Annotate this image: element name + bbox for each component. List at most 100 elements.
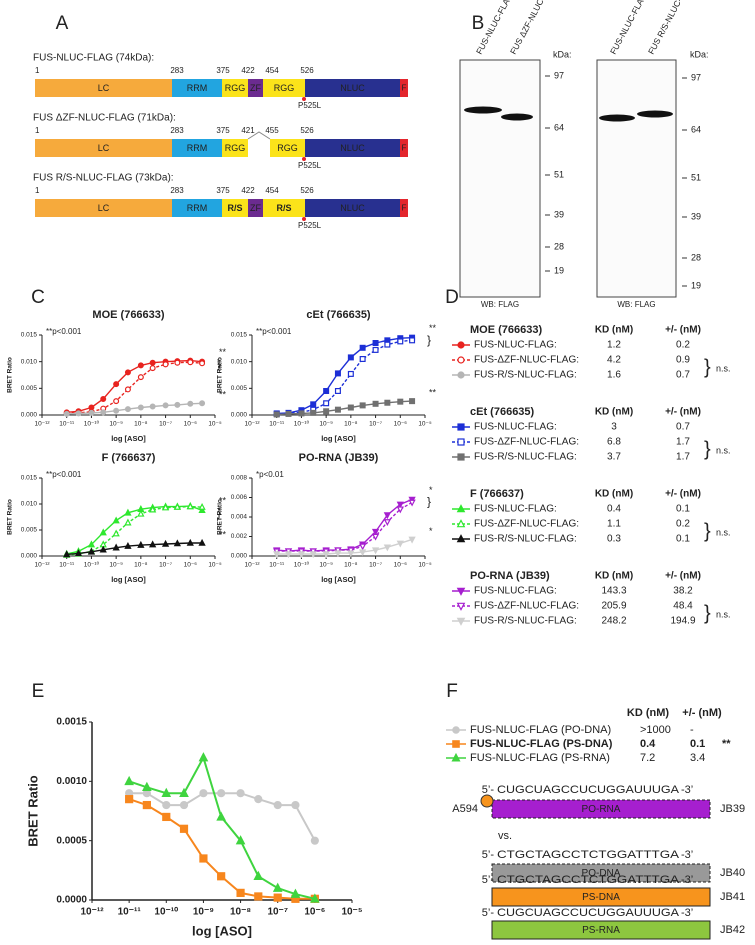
data-point xyxy=(347,370,354,377)
residue-number: 1 xyxy=(35,186,40,195)
data-point xyxy=(372,346,379,353)
data-point xyxy=(285,410,292,417)
data-point xyxy=(161,787,172,797)
blot-caption: WB: FLAG xyxy=(481,300,519,309)
panel-label: E xyxy=(32,681,45,702)
data-point xyxy=(310,893,320,903)
marker-label: 19 xyxy=(691,280,701,290)
y-tick-label: 0.0005 xyxy=(56,835,87,846)
err-value: 0.2 xyxy=(676,519,690,530)
err-value: 0.1 xyxy=(676,534,690,545)
row-name: FUS-NLUC-FLAG (PS-DNA) xyxy=(470,738,613,750)
data-point xyxy=(284,551,293,559)
kd-value: 4.2 xyxy=(607,355,621,366)
legend-marker xyxy=(457,453,465,461)
err-value: 0.2 xyxy=(676,340,690,351)
y-tick-label: 0.000 xyxy=(21,553,38,560)
data-point xyxy=(174,359,181,366)
data-point xyxy=(125,795,134,804)
panel-label: D xyxy=(445,287,459,308)
band xyxy=(501,113,533,121)
data-point xyxy=(137,540,145,548)
brace: } xyxy=(217,505,221,519)
data-point xyxy=(216,811,226,821)
data-point xyxy=(347,550,355,558)
err-header: +/- (nM) xyxy=(665,407,701,418)
five-prime: 5’- xyxy=(482,907,495,919)
err-value: 38.2 xyxy=(673,586,693,597)
x-tick-label: 10⁻¹⁰ xyxy=(154,907,178,918)
err-header: +/- (nM) xyxy=(682,707,722,719)
kd-value: 6.8 xyxy=(607,437,621,448)
row-name: FUS-NLUC-FLAG (PO-DNA) xyxy=(470,724,611,736)
legend-marker xyxy=(456,504,466,513)
mutation-star xyxy=(302,157,306,161)
err-value: 0.1 xyxy=(676,504,690,515)
kd-value: 143.3 xyxy=(601,586,626,597)
data-point xyxy=(383,512,391,520)
oligo-label: PS-DNA xyxy=(582,892,620,903)
row-name: FUS-NLUC-FLAG: xyxy=(474,422,557,433)
err-header: +/- (nM) xyxy=(665,489,701,500)
row-name: FUS-ΔZF-NLUC-FLAG: xyxy=(474,519,579,530)
data-point xyxy=(409,398,416,405)
domain xyxy=(248,199,263,217)
series-line xyxy=(66,505,203,556)
data-point xyxy=(113,407,120,414)
row-name: FUS-R/S-NLUC-FLAG: xyxy=(474,452,577,463)
domain-label: F xyxy=(402,204,407,213)
data-point xyxy=(384,341,391,348)
data-point xyxy=(124,508,132,516)
x-tick-label: 10⁻¹² xyxy=(80,907,104,918)
ns-label: n.s. xyxy=(716,445,731,455)
oligo-id: JB42 xyxy=(720,924,745,936)
y-tick-label: 0.005 xyxy=(231,385,248,392)
kd-header: KD (nM) xyxy=(595,489,633,500)
data-point xyxy=(75,410,82,417)
y-axis-label: BRET Ratio xyxy=(7,499,14,535)
domain xyxy=(35,139,172,157)
oligo-box xyxy=(491,799,711,819)
y-tick-label: 0.005 xyxy=(21,527,38,534)
y-tick-label: 0.0000 xyxy=(56,895,87,906)
x-tick-label: 10⁻¹¹ xyxy=(59,562,75,569)
marker-label: 64 xyxy=(554,122,564,132)
data-point xyxy=(187,400,194,407)
data-point xyxy=(162,812,171,822)
data-point xyxy=(291,800,300,810)
domain-label: ZF xyxy=(250,203,261,213)
significance-mark: ** xyxy=(429,388,437,398)
fluorophore xyxy=(480,794,494,808)
y-tick-label: 0.000 xyxy=(231,553,248,560)
data-point xyxy=(186,502,194,510)
oligo-id: JB39 xyxy=(720,803,745,815)
row-name: FUS-NLUC-FLAG (PS-RNA) xyxy=(470,752,610,764)
kd-header: KD (nM) xyxy=(595,571,633,582)
data-point xyxy=(137,374,144,381)
x-tick-label: 10⁻⁶ xyxy=(304,907,325,918)
kd-value: 1.6 xyxy=(607,370,621,381)
data-point xyxy=(408,499,416,507)
oligo-label: PS-RNA xyxy=(582,925,620,936)
kd-value: 248.2 xyxy=(601,616,626,627)
marker-label: 64 xyxy=(691,124,701,134)
significance-mark: ** xyxy=(219,390,227,400)
residue-number: 283 xyxy=(170,126,184,135)
kd-value: 3.7 xyxy=(607,452,621,463)
legend-marker xyxy=(457,423,465,431)
x-axis-label: log [ASO] xyxy=(321,575,356,584)
data-point xyxy=(142,800,151,810)
data-point xyxy=(359,356,366,363)
x-tick-label: 10⁻⁶ xyxy=(394,562,408,569)
data-point xyxy=(198,752,209,762)
data-point xyxy=(173,539,181,547)
y-tick-label: 0.010 xyxy=(21,501,38,508)
series-line xyxy=(276,501,413,552)
data-point xyxy=(74,549,83,557)
data-point xyxy=(297,551,306,559)
err-value: 1.7 xyxy=(676,452,690,463)
legend-marker xyxy=(457,356,465,364)
domain xyxy=(263,79,305,97)
err-header: +/- (nM) xyxy=(665,325,701,336)
domain xyxy=(305,199,400,217)
